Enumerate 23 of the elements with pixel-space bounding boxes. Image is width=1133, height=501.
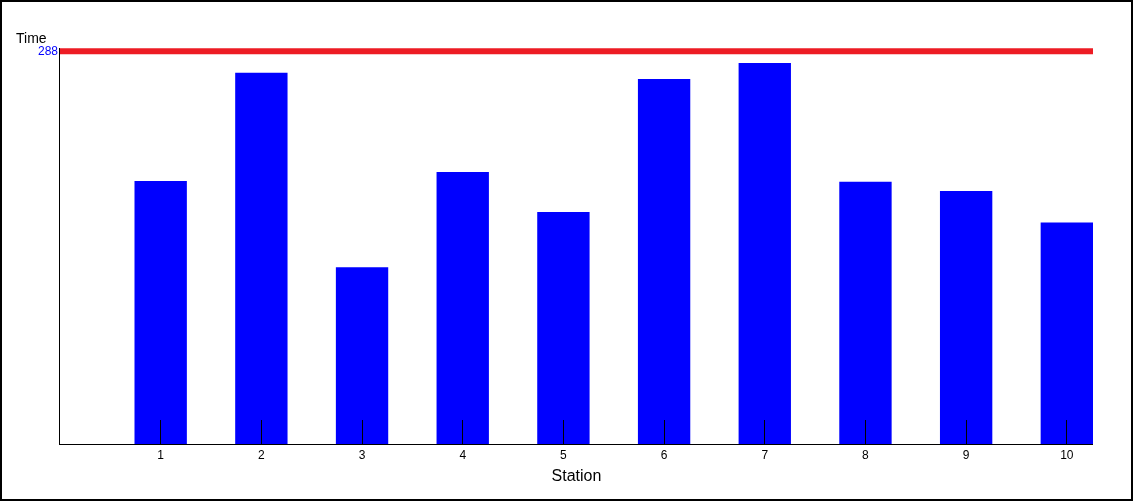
x-tick-label: 8 (862, 448, 870, 463)
bar (134, 181, 187, 444)
x-tick-label: 7 (761, 448, 769, 463)
bar (1040, 222, 1093, 444)
bar (839, 181, 892, 444)
bar (537, 211, 590, 444)
x-axis-title: Station (551, 467, 602, 485)
x-tick-label: 6 (660, 448, 668, 463)
x-tick-label: 5 (560, 448, 568, 463)
bar (335, 267, 389, 444)
x-tick-label: 2 (258, 448, 266, 463)
bar (436, 171, 489, 444)
x-tick-label: 1 (157, 448, 165, 463)
y-axis-title: Time (16, 30, 47, 46)
bar (637, 78, 691, 444)
x-tick-label: 10 (1060, 448, 1074, 463)
x-tick-label: 9 (962, 448, 970, 463)
text: 288 (38, 44, 59, 58)
bar (235, 72, 288, 444)
x-tick-label: 4 (459, 448, 467, 463)
x-tick-label: 3 (358, 448, 366, 463)
bar (939, 190, 993, 444)
bar (738, 62, 791, 444)
